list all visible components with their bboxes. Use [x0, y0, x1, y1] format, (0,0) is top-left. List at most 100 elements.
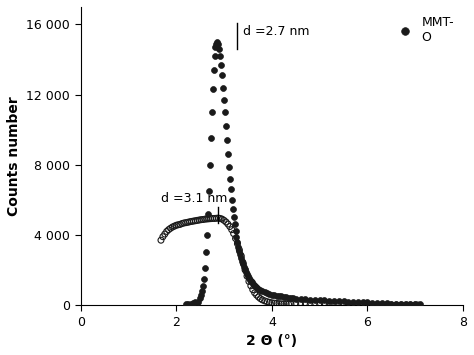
MMT-
O — [189, 300, 197, 306]
Point — [340, 302, 347, 308]
MMT-
O — [383, 300, 391, 306]
MMT-
O — [227, 186, 235, 192]
MMT-
O — [230, 214, 237, 220]
Point — [349, 302, 357, 308]
Point — [287, 301, 295, 307]
MMT-
O — [311, 297, 319, 303]
Point — [388, 302, 395, 308]
MMT-
O — [263, 290, 271, 296]
Point — [263, 299, 271, 305]
Point — [297, 302, 304, 307]
Point — [224, 221, 232, 227]
Point — [197, 217, 205, 223]
MMT-
O — [194, 299, 201, 305]
Point — [220, 218, 228, 223]
MMT-
O — [226, 176, 234, 182]
MMT-
O — [280, 294, 288, 300]
MMT-
O — [247, 278, 255, 284]
Point — [171, 223, 178, 229]
Point — [414, 302, 421, 308]
MMT-
O — [214, 39, 221, 45]
MMT-
O — [199, 283, 207, 289]
MMT-
O — [229, 206, 237, 212]
MMT-
O — [223, 137, 231, 143]
MMT-
O — [252, 284, 259, 290]
MMT-
O — [200, 276, 208, 282]
MMT-
O — [225, 164, 233, 169]
Point — [234, 241, 241, 246]
MMT-
O — [238, 258, 246, 264]
Point — [193, 218, 201, 223]
Point — [253, 292, 260, 298]
MMT-
O — [224, 152, 232, 157]
Point — [186, 219, 193, 225]
MMT-
O — [411, 301, 419, 307]
Legend: MMT-
O: MMT- O — [391, 13, 457, 46]
MMT-
O — [182, 301, 190, 307]
MMT-
O — [235, 244, 242, 250]
MMT-
O — [198, 288, 206, 294]
MMT-
O — [345, 299, 352, 305]
Point — [311, 302, 319, 307]
MMT-
O — [287, 295, 295, 301]
Point — [373, 302, 381, 308]
Point — [213, 215, 220, 221]
MMT-
O — [215, 41, 222, 47]
Point — [255, 294, 262, 300]
MMT-
O — [232, 229, 239, 234]
Point — [292, 301, 300, 307]
Point — [411, 302, 419, 308]
MMT-
O — [233, 234, 240, 240]
MMT-
O — [234, 239, 241, 245]
Point — [285, 301, 292, 307]
MMT-
O — [203, 232, 210, 238]
Point — [199, 217, 207, 222]
Point — [335, 302, 343, 308]
Point — [345, 302, 352, 308]
MMT-
O — [211, 53, 219, 59]
Point — [245, 279, 253, 284]
Point — [165, 227, 173, 233]
MMT-
O — [212, 44, 219, 50]
Point — [176, 222, 184, 227]
Point — [237, 253, 245, 259]
MMT-
O — [320, 297, 328, 303]
MMT-
O — [246, 277, 254, 283]
MMT-
O — [239, 261, 247, 267]
MMT-
O — [292, 296, 300, 302]
MMT-
O — [184, 301, 192, 307]
Point — [191, 218, 199, 224]
Point — [159, 234, 167, 240]
Point — [243, 273, 251, 279]
MMT-
O — [268, 292, 276, 297]
MMT-
O — [240, 264, 248, 269]
Point — [188, 219, 195, 224]
Point — [180, 220, 188, 226]
MMT-
O — [220, 97, 228, 103]
Text: d =3.1 nm: d =3.1 nm — [161, 192, 228, 205]
Point — [330, 302, 338, 308]
Point — [173, 223, 180, 228]
MMT-
O — [208, 109, 215, 115]
Point — [249, 287, 256, 293]
X-axis label: 2 Θ (°): 2 Θ (°) — [246, 334, 297, 348]
Point — [271, 300, 278, 306]
MMT-
O — [330, 298, 338, 304]
MMT-
O — [191, 300, 199, 305]
MMT-
O — [213, 41, 220, 47]
MMT-
O — [354, 299, 362, 305]
MMT-
O — [202, 250, 210, 255]
Point — [201, 216, 209, 222]
MMT-
O — [241, 266, 249, 272]
Point — [228, 227, 236, 233]
Point — [407, 302, 414, 308]
MMT-
O — [207, 136, 214, 141]
MMT-
O — [275, 293, 283, 299]
MMT-
O — [253, 285, 260, 291]
MMT-
O — [402, 301, 410, 307]
Point — [280, 301, 288, 307]
MMT-
O — [243, 272, 251, 277]
Point — [219, 216, 226, 222]
MMT-
O — [216, 46, 223, 52]
MMT-
O — [297, 296, 304, 302]
